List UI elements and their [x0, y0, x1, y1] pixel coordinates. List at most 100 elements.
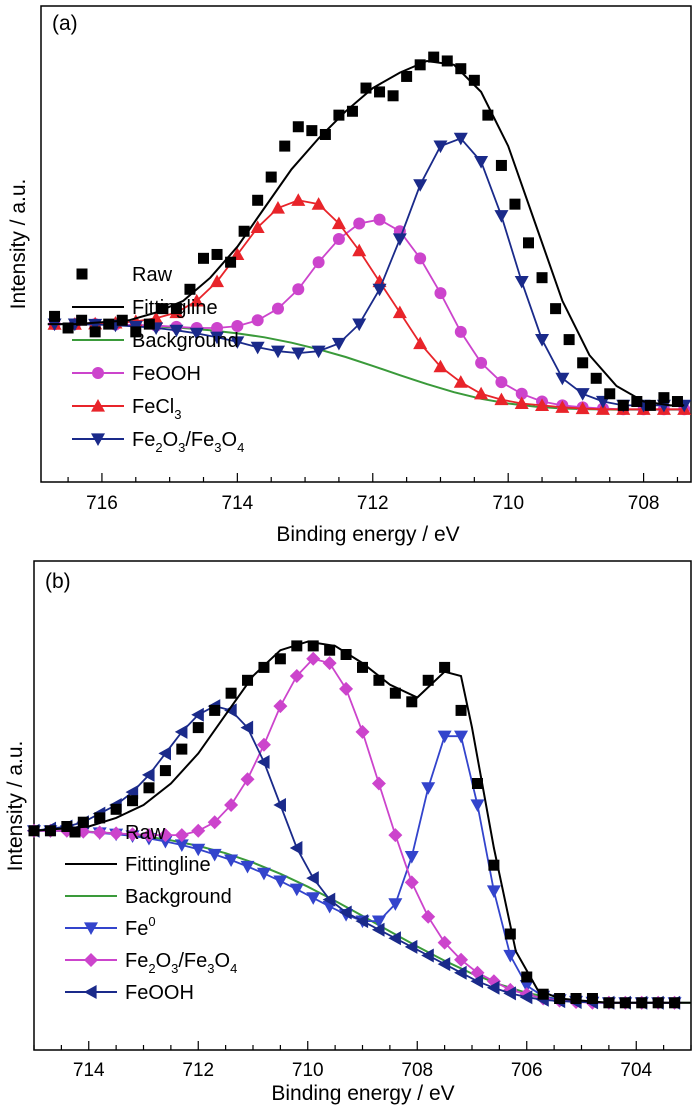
data-point-feooh — [470, 974, 484, 989]
plot-frame-a — [40, 5, 692, 483]
data-point-fe2o3-fe3o4 — [339, 681, 354, 696]
data-point-raw — [439, 661, 451, 673]
data-point-raw — [238, 225, 250, 237]
data-point-raw — [170, 303, 182, 315]
data-point-raw — [495, 159, 507, 171]
data-point-feooh — [231, 320, 244, 333]
data-point-fe2o3-fe3o4 — [291, 347, 306, 361]
data-point-raw — [357, 661, 368, 673]
data-point-fe2o3-fe3o4 — [270, 345, 285, 359]
data-point-fe2o3-fe3o4 — [256, 737, 271, 752]
data-point-raw — [333, 109, 345, 121]
series-fitting-line — [33, 640, 691, 1004]
data-point-raw — [258, 661, 270, 673]
data-point-raw — [468, 74, 480, 86]
legend-label-feooh: FeOOH — [132, 363, 201, 385]
data-point-fe2o3-fe3o4 — [210, 331, 225, 345]
data-point-raw — [471, 778, 483, 789]
data-point-raw — [488, 859, 500, 871]
data-point-fe0 — [486, 885, 501, 898]
x-tick-label: 716 — [86, 493, 118, 514]
data-point-feooh — [454, 325, 467, 338]
data-point-fe0 — [289, 883, 304, 897]
data-point-raw — [159, 765, 171, 777]
data-point-raw — [521, 971, 533, 983]
legend-item-background: Background — [65, 886, 232, 908]
data-point-fe2o3-fe3o4 — [371, 776, 386, 791]
data-point-raw — [44, 825, 56, 837]
data-point-raw — [346, 105, 358, 117]
panel-a: 716 714 712 710 708 (a) Binding energy / eV … — [7, 5, 692, 546]
data-point-raw — [658, 392, 670, 404]
data-point-raw — [94, 812, 106, 824]
data-point-fecl3 — [331, 216, 346, 230]
data-point-fe2o3-fe3o4 — [189, 327, 204, 341]
x-tick-label: 710 — [292, 1060, 324, 1081]
data-point-raw — [225, 687, 237, 699]
legend-label-background: Background — [132, 330, 239, 352]
data-point-raw — [324, 644, 336, 656]
data-point-raw — [340, 649, 352, 660]
data-point-fe2o3-fe3o4 — [372, 283, 387, 297]
data-point-fe0 — [470, 799, 485, 812]
data-point-feooh — [240, 720, 254, 735]
data-point-raw — [455, 63, 467, 75]
legend-swatch-marker — [84, 922, 98, 935]
data-point-feooh — [495, 376, 508, 389]
data-point-fecl3 — [514, 396, 529, 410]
data-point-fe2o3-fe3o4 — [224, 798, 239, 812]
data-point-feooh — [503, 986, 516, 1001]
data-point-raw — [550, 303, 562, 315]
x-tick-label: 708 — [401, 1060, 433, 1081]
data-point-raw — [617, 399, 629, 411]
data-point-feooh — [322, 892, 336, 907]
x-tick-label: 714 — [222, 493, 254, 514]
data-point-fecl3 — [413, 336, 428, 350]
plot-area-b — [27, 640, 691, 1010]
legend-item-raw: Raw — [76, 264, 173, 286]
data-point-raw — [374, 86, 386, 98]
data-point-raw — [192, 722, 204, 734]
data-point-fecl3 — [474, 386, 489, 400]
data-point-fe0 — [519, 980, 534, 993]
data-point-raw — [387, 90, 399, 102]
x-tick-label: 714 — [73, 1060, 105, 1081]
data-point-feooh — [289, 841, 303, 855]
data-point-raw — [523, 237, 534, 249]
data-point-fe0 — [454, 730, 469, 744]
data-point-raw — [482, 109, 494, 121]
data-point-raw — [401, 70, 413, 82]
data-point-fe0 — [191, 843, 206, 857]
data-point-raw — [307, 640, 319, 652]
data-point-fecl3 — [453, 375, 468, 388]
data-point-raw — [274, 653, 286, 665]
series-fitting-line — [47, 59, 685, 407]
data-point-fe0 — [273, 875, 288, 889]
data-point-feooh — [475, 356, 488, 369]
data-point-raw — [184, 283, 196, 295]
data-point-raw — [130, 326, 142, 338]
legend-item-feooh: FeOOH — [65, 982, 194, 1004]
legend-item-fitting-line: Fittingline — [65, 854, 211, 876]
panel-label-a: (a) — [52, 12, 78, 35]
data-point-raw — [644, 399, 656, 411]
data-point-feooh — [339, 905, 352, 920]
data-point-raw — [671, 396, 683, 408]
data-point-fe2o3-fe3o4 — [311, 345, 326, 359]
legend-a: Raw Fittingline Background FeOOH FeCl3 Fe2O3/… — [72, 264, 244, 455]
data-point-raw — [110, 803, 122, 815]
data-point-feooh — [271, 302, 284, 315]
data-point-raw — [428, 51, 440, 63]
data-point-fe2o3-fe3o4 — [169, 324, 184, 338]
data-point-raw — [373, 674, 385, 686]
data-point-fe2o3-fe3o4 — [306, 651, 321, 666]
legend-item-fe2o3-fe3o4: Fe2O3/Fe3O4 — [65, 950, 237, 976]
data-point-fe2o3-fe3o4 — [191, 823, 206, 838]
data-point-raw — [389, 687, 401, 699]
data-point-fe0 — [404, 851, 419, 864]
data-point-fecl3 — [575, 401, 590, 415]
data-point-feooh — [251, 314, 264, 327]
data-point-fe2o3-fe3o4 — [92, 825, 107, 840]
data-point-feooh — [224, 703, 237, 718]
